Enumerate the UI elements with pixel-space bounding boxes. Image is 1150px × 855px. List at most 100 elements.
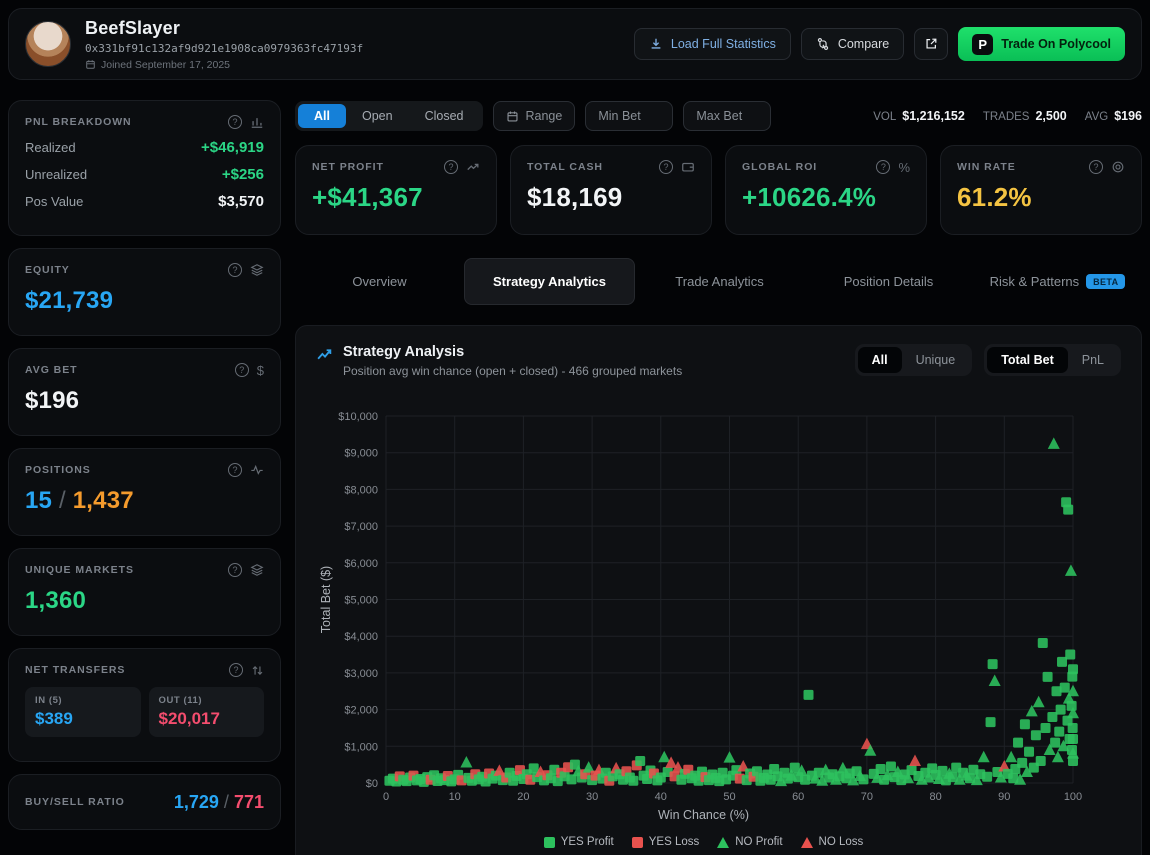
transfers-in-value: $389 xyxy=(35,709,131,729)
equity-title: EQUITY xyxy=(25,264,70,276)
chart-subtitle: Position avg win chance (open + closed) … xyxy=(343,364,682,378)
total-cash-card: TOTAL CASH $18,169 xyxy=(510,145,712,235)
segment-open[interactable]: Open xyxy=(346,104,409,128)
chart-trend-icon xyxy=(316,346,333,363)
svg-text:Total Bet ($): Total Bet ($) xyxy=(319,566,333,633)
vol-value: $1,216,152 xyxy=(902,109,965,123)
scope-all[interactable]: All xyxy=(858,347,902,373)
calendar-icon xyxy=(85,59,96,70)
external-link-button[interactable] xyxy=(914,28,948,60)
svg-text:$5,000: $5,000 xyxy=(344,595,378,607)
net-profit-card: NET PROFIT +$41,367 xyxy=(295,145,497,235)
help-icon[interactable] xyxy=(235,363,249,377)
wallet-icon xyxy=(681,160,695,174)
help-icon[interactable] xyxy=(228,263,242,277)
help-icon[interactable] xyxy=(228,463,242,477)
load-full-statistics-button[interactable]: Load Full Statistics xyxy=(634,28,791,60)
external-link-icon xyxy=(924,37,938,51)
svg-text:$9,000: $9,000 xyxy=(344,448,378,460)
svg-text:50: 50 xyxy=(723,791,735,803)
joined-date: Joined September 17, 2025 xyxy=(101,59,230,71)
transfers-in-label: IN (5) xyxy=(35,695,131,706)
date-range-button[interactable]: Range xyxy=(493,101,576,131)
help-icon[interactable] xyxy=(659,160,673,174)
trend-up-icon xyxy=(466,160,480,174)
tab-trade-analytics[interactable]: Trade Analytics xyxy=(635,258,804,305)
transfers-out-value: $20,017 xyxy=(159,709,255,729)
global-roi-card: GLOBAL ROI % +10626.4% xyxy=(725,145,927,235)
global-roi-label: GLOBAL ROI xyxy=(742,161,817,173)
svg-text:10: 10 xyxy=(449,791,461,803)
help-icon[interactable] xyxy=(876,160,890,174)
equity-value: $21,739 xyxy=(25,287,264,315)
svg-text:100: 100 xyxy=(1064,791,1082,803)
net-transfers-title: NET TRANSFERS xyxy=(25,664,125,676)
svg-text:$0: $0 xyxy=(366,778,378,790)
no-loss-marker xyxy=(801,837,813,848)
svg-text:20: 20 xyxy=(517,791,529,803)
tab-risk-patterns[interactable]: Risk & Patterns BETA xyxy=(973,258,1142,305)
download-icon xyxy=(649,37,663,51)
positions-card: POSITIONS 15 / 1,437 xyxy=(8,448,281,536)
net-profit-label: NET PROFIT xyxy=(312,161,384,173)
wallet-address[interactable]: 0x331bf91c132af9d921e1908ca0979363fc4719… xyxy=(85,42,363,55)
unrealized-label: Unrealized xyxy=(25,167,87,182)
svg-text:90: 90 xyxy=(998,791,1010,803)
svg-text:40: 40 xyxy=(655,791,667,803)
avg-value: $196 xyxy=(1114,109,1142,123)
segment-all[interactable]: All xyxy=(298,104,346,128)
metric-total-bet[interactable]: Total Bet xyxy=(987,347,1068,373)
scatter-plot[interactable]: 0102030405060708090100$0$1,000$2,000$3,0… xyxy=(316,404,1106,806)
pnl-breakdown-card: PNL BREAKDOWN Realized +$46,919 Unrealiz… xyxy=(8,100,281,236)
scope-toggle: All Unique xyxy=(855,344,973,376)
legend-yes-loss: YES Loss xyxy=(632,836,700,848)
min-bet-input[interactable] xyxy=(585,101,673,131)
target-icon xyxy=(1111,160,1125,174)
unique-markets-card: UNIQUE MARKETS 1,360 xyxy=(8,548,281,636)
win-rate-value: 61.2% xyxy=(957,182,1125,213)
trades-value: 2,500 xyxy=(1035,109,1066,123)
trades-label: TRADES xyxy=(983,111,1030,123)
tab-strategy-analytics[interactable]: Strategy Analytics xyxy=(464,258,635,305)
help-icon[interactable] xyxy=(229,663,243,677)
status-segmented-control: All Open Closed xyxy=(295,101,483,131)
help-icon[interactable] xyxy=(1089,160,1103,174)
polycool-logo: P xyxy=(972,34,993,55)
analytics-tabs: Overview Strategy Analytics Trade Analyt… xyxy=(295,258,1142,305)
tab-overview[interactable]: Overview xyxy=(295,258,464,305)
chart-title: Strategy Analysis xyxy=(343,344,682,360)
volume-trades-avg-stats: VOL $1,216,152 TRADES 2,500 AVG $196 xyxy=(873,109,1142,123)
max-bet-input[interactable] xyxy=(683,101,771,131)
svg-text:60: 60 xyxy=(792,791,804,803)
compare-button[interactable]: Compare xyxy=(801,28,904,60)
buy-sell-ratio-value: 1,729 / 771 xyxy=(174,792,264,813)
svg-text:$10,000: $10,000 xyxy=(338,411,378,423)
stat-cards-row: NET PROFIT +$41,367 TOTAL CASH xyxy=(295,145,1142,235)
avg-bet-title: AVG BET xyxy=(25,364,78,376)
tab-position-details[interactable]: Position Details xyxy=(804,258,973,305)
segment-closed[interactable]: Closed xyxy=(409,104,480,128)
filter-bar: All Open Closed Range VOL $1,216,152 TRAD… xyxy=(295,100,1142,132)
global-roi-value: +10626.4% xyxy=(742,182,910,213)
trade-on-polycool-button[interactable]: P Trade On Polycool xyxy=(958,27,1125,61)
svg-text:30: 30 xyxy=(586,791,598,803)
x-axis-label: Win Chance (%) xyxy=(296,808,1111,822)
yes-loss-marker xyxy=(632,837,643,848)
calendar-icon xyxy=(506,110,519,123)
scope-unique[interactable]: Unique xyxy=(902,347,970,373)
help-icon[interactable] xyxy=(444,160,458,174)
page: BeefSlayer 0x331bf91c132af9d921e1908ca09… xyxy=(0,0,1150,855)
layers-icon xyxy=(250,563,264,577)
chart-legend: YES Profit YES Loss NO Profit NO Loss xyxy=(296,836,1111,848)
metric-pnl[interactable]: PnL xyxy=(1068,347,1118,373)
positions-title: POSITIONS xyxy=(25,464,91,476)
help-icon[interactable] xyxy=(228,563,242,577)
svg-text:$2,000: $2,000 xyxy=(344,705,378,717)
win-rate-card: WIN RATE 61.2% xyxy=(940,145,1142,235)
vol-label: VOL xyxy=(873,111,896,123)
avg-bet-value: $196 xyxy=(25,387,264,415)
avg-label: AVG xyxy=(1085,111,1108,123)
net-profit-value: +$41,367 xyxy=(312,182,480,213)
svg-text:$4,000: $4,000 xyxy=(344,631,378,643)
help-icon[interactable] xyxy=(228,115,242,129)
